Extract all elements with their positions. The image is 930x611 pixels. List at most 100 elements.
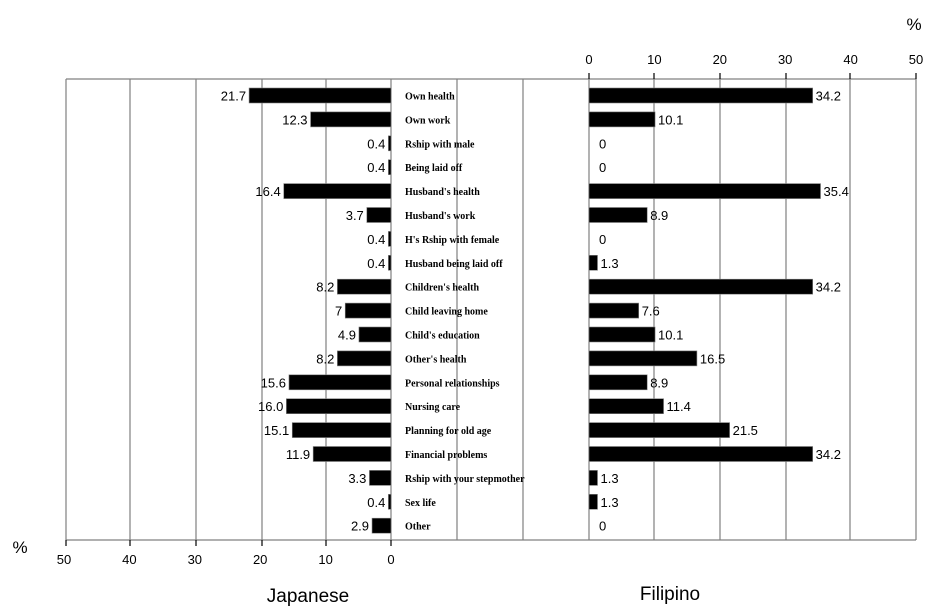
right-axis-tick-label: 40 — [843, 52, 857, 67]
bar-japanese — [388, 159, 392, 175]
bar-filipino — [588, 278, 813, 295]
bar-filipino — [588, 326, 656, 343]
bar-japanese — [337, 278, 392, 295]
bar-filipino — [588, 207, 648, 223]
value-label-filipino: 0 — [599, 519, 606, 534]
right-axis-tick-label: 50 — [909, 52, 923, 67]
value-label-japanese: 15.6 — [261, 375, 286, 390]
value-label-japanese: 3.7 — [346, 208, 364, 223]
category-label: Husband's health — [405, 187, 480, 198]
category-label: Own work — [405, 115, 451, 126]
right-axis-unit-label: % — [906, 15, 921, 34]
value-label-filipino: 35.4 — [824, 184, 849, 199]
category-label: Own health — [405, 92, 455, 103]
bar-filipino — [588, 87, 813, 104]
left-axis-tick-label: 10 — [318, 552, 332, 567]
bar-filipino — [588, 470, 598, 486]
value-label-japanese: 3.3 — [348, 471, 366, 486]
value-label-filipino: 8.9 — [650, 375, 668, 390]
bar-japanese — [286, 398, 392, 415]
value-label-filipino: 34.2 — [816, 280, 841, 295]
bar-filipino — [588, 350, 698, 367]
category-label: Husband's work — [405, 211, 476, 222]
bar-japanese — [310, 111, 392, 128]
value-label-japanese: 16.0 — [258, 399, 283, 414]
bar-japanese — [358, 326, 392, 343]
value-label-japanese: 0.4 — [367, 495, 385, 510]
bar-japanese — [344, 302, 392, 319]
value-label-japanese: 2.9 — [351, 519, 369, 534]
bar-filipino — [588, 302, 640, 319]
value-label-japanese: 12.3 — [282, 112, 307, 127]
left-axis-tick-label: 0 — [387, 552, 394, 567]
right-axis-tick-label: 0 — [585, 52, 592, 67]
category-label: Rship with male — [405, 139, 475, 150]
category-label: Other's health — [405, 354, 467, 365]
value-label-filipino: 10.1 — [658, 328, 683, 343]
bar-filipino — [588, 183, 821, 199]
series-label-filipino: Filipino — [640, 584, 700, 605]
bar-filipino — [588, 446, 813, 462]
bar-japanese — [337, 350, 392, 367]
left-axis-unit-label: % — [12, 538, 27, 557]
value-label-filipino: 1.3 — [601, 495, 619, 510]
left-axis-tick-label: 20 — [253, 552, 267, 567]
value-label-filipino: 1.3 — [601, 471, 619, 486]
value-label-japanese: 16.4 — [255, 184, 280, 199]
category-label: Nursing care — [405, 402, 461, 413]
value-label-japanese: 0.4 — [367, 256, 385, 271]
value-label-filipino: 21.5 — [733, 423, 758, 438]
category-label: Planning for old age — [405, 426, 492, 437]
category-label: Being laid off — [405, 163, 463, 174]
value-label-japanese: 7 — [335, 304, 342, 319]
value-label-japanese: 0.4 — [367, 136, 385, 151]
value-label-filipino: 1.3 — [601, 256, 619, 271]
category-label: Husband being laid off — [405, 259, 503, 270]
category-label: Sex life — [405, 498, 436, 509]
value-label-filipino: 0 — [599, 232, 606, 247]
value-label-japanese: 8.2 — [316, 351, 334, 366]
bar-japanese — [369, 470, 392, 486]
right-axis-tick-label: 20 — [713, 52, 727, 67]
category-label: H's Rship with female — [405, 235, 500, 246]
category-label: Child's education — [405, 331, 480, 342]
bar-filipino — [588, 398, 664, 415]
value-label-filipino: 34.2 — [816, 89, 841, 104]
value-label-japanese: 4.9 — [338, 328, 356, 343]
value-label-japanese: 8.2 — [316, 280, 334, 295]
right-axis-tick-label: 30 — [778, 52, 792, 67]
category-label: Rship with your stepmother — [405, 474, 525, 485]
bar-japanese — [366, 207, 392, 223]
right-axis-tick-label: 10 — [647, 52, 661, 67]
value-label-filipino: 0 — [599, 160, 606, 175]
bar-filipino — [588, 255, 598, 271]
value-label-filipino: 10.1 — [658, 112, 683, 127]
left-axis-tick-label: 40 — [122, 552, 136, 567]
bar-japanese — [388, 231, 392, 247]
left-axis-tick-label: 50 — [57, 552, 71, 567]
category-label: Financial problems — [405, 450, 487, 461]
value-label-japanese: 15.1 — [264, 423, 289, 438]
value-label-japanese: 11.9 — [286, 447, 310, 462]
bar-filipino — [588, 493, 598, 510]
category-label: Children's health — [405, 283, 479, 294]
series-label-japanese: Japanese — [267, 586, 349, 606]
bar-japanese — [388, 255, 392, 271]
bar-japanese — [388, 493, 392, 510]
value-label-filipino: 16.5 — [700, 351, 725, 366]
bar-filipino — [588, 422, 730, 438]
left-axis-tick-label: 30 — [188, 552, 202, 567]
value-label-filipino: 8.9 — [650, 208, 668, 223]
value-label-japanese: 0.4 — [367, 160, 385, 175]
category-label: Other — [405, 522, 431, 533]
value-label-japanese: 0.4 — [367, 232, 385, 247]
value-label-japanese: 21.7 — [221, 89, 246, 104]
bar-japanese — [248, 87, 392, 104]
category-label: Child leaving home — [405, 307, 488, 318]
value-label-filipino: 34.2 — [816, 447, 841, 462]
value-label-filipino: 7.6 — [642, 304, 660, 319]
bar-japanese — [388, 135, 392, 152]
bar-japanese — [312, 446, 392, 462]
